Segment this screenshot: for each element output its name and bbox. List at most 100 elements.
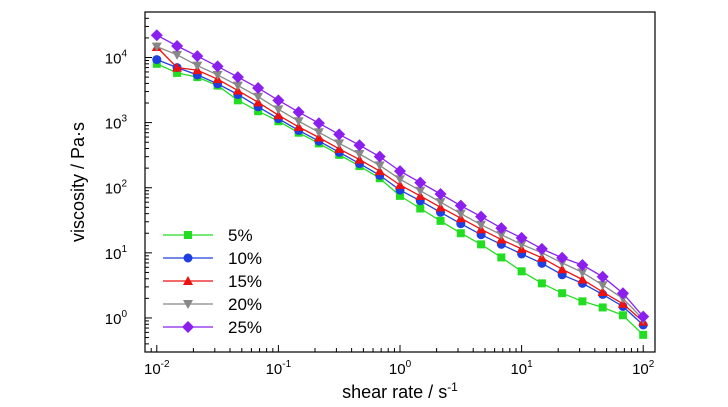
x-tick-label: 101 bbox=[510, 359, 533, 378]
y-tick-label: 101 bbox=[105, 244, 128, 263]
y-tick-label: 104 bbox=[105, 49, 128, 68]
legend-label: 25% bbox=[228, 318, 262, 337]
data-point bbox=[496, 230, 507, 240]
legend-marker bbox=[183, 253, 193, 263]
data-point bbox=[253, 97, 264, 107]
data-point bbox=[596, 270, 609, 283]
data-point bbox=[456, 229, 465, 238]
legend-item: 15% bbox=[163, 272, 262, 291]
legend-item: 10% bbox=[163, 249, 262, 268]
legend-label: 20% bbox=[228, 295, 262, 314]
legend-marker bbox=[184, 231, 192, 239]
data-point bbox=[415, 186, 426, 196]
data-point bbox=[477, 240, 486, 249]
data-point bbox=[598, 303, 607, 312]
data-point bbox=[515, 231, 528, 244]
data-point bbox=[252, 82, 265, 95]
data-point bbox=[537, 279, 546, 288]
legend-marker bbox=[182, 321, 194, 333]
data-point bbox=[394, 165, 406, 178]
y-tick-label: 100 bbox=[105, 309, 128, 328]
data-point bbox=[557, 264, 568, 274]
data-point bbox=[253, 92, 264, 102]
data-point bbox=[172, 62, 183, 72]
data-point bbox=[517, 267, 526, 276]
data-point bbox=[597, 287, 608, 297]
data-point bbox=[334, 143, 345, 153]
data-point bbox=[191, 50, 204, 63]
data-point bbox=[637, 310, 650, 323]
data-point bbox=[516, 240, 527, 250]
data-point bbox=[293, 117, 304, 127]
data-point bbox=[577, 274, 588, 284]
data-point bbox=[497, 253, 506, 262]
data-point bbox=[434, 188, 447, 201]
data-point bbox=[272, 94, 285, 107]
data-point bbox=[556, 251, 569, 264]
y-axis-label: viscosity / Pa·s bbox=[68, 122, 88, 242]
x-tick-label: 10-2 bbox=[144, 359, 170, 378]
data-point bbox=[597, 281, 608, 291]
legend-item: 25% bbox=[163, 318, 262, 337]
data-point bbox=[454, 199, 467, 212]
data-point bbox=[373, 150, 386, 163]
y-tick-label: 103 bbox=[105, 114, 128, 133]
data-point bbox=[172, 50, 183, 60]
data-point bbox=[396, 191, 404, 200]
data-point bbox=[192, 61, 203, 71]
data-point bbox=[152, 55, 162, 65]
data-point bbox=[273, 105, 284, 115]
x-tick-label: 102 bbox=[632, 359, 655, 378]
data-point bbox=[354, 154, 365, 164]
data-point bbox=[233, 96, 242, 105]
data-point bbox=[212, 70, 223, 80]
data-point bbox=[374, 166, 385, 176]
legend-label: 10% bbox=[228, 249, 262, 268]
data-point bbox=[395, 175, 405, 185]
y-tick-label: 102 bbox=[105, 179, 128, 198]
data-point bbox=[616, 287, 629, 300]
data-point bbox=[416, 204, 425, 213]
legend-label: 5% bbox=[228, 226, 253, 245]
y-axis-ticks: 100 101 102 103 104 bbox=[105, 11, 152, 353]
data-point bbox=[211, 60, 224, 73]
series-layer bbox=[150, 29, 650, 339]
data-point bbox=[293, 121, 304, 131]
legend: 5% 10% 15% 20% 25% bbox=[155, 222, 275, 340]
data-point bbox=[273, 110, 284, 120]
data-point bbox=[374, 161, 385, 171]
data-point bbox=[334, 139, 345, 149]
x-axis-ticks: 10-2 10-1 100 101 102 bbox=[144, 345, 655, 378]
data-point bbox=[578, 297, 587, 306]
data-point bbox=[435, 198, 446, 208]
data-point bbox=[395, 180, 405, 190]
data-point bbox=[313, 128, 324, 138]
data-point bbox=[618, 311, 627, 320]
data-point bbox=[151, 42, 162, 52]
data-point bbox=[639, 330, 648, 339]
series-5 bbox=[150, 29, 650, 323]
x-tick-label: 10-1 bbox=[266, 359, 292, 378]
data-point bbox=[312, 117, 325, 130]
data-point bbox=[558, 289, 567, 298]
x-axis-label: shear rate / s-1 bbox=[342, 380, 458, 402]
data-point bbox=[292, 106, 305, 119]
data-point bbox=[333, 128, 346, 141]
data-point bbox=[475, 210, 488, 223]
legend-item: 20% bbox=[163, 295, 262, 314]
data-point bbox=[414, 176, 427, 189]
legend-marker bbox=[183, 276, 193, 285]
data-point bbox=[353, 139, 366, 152]
data-point bbox=[576, 259, 589, 272]
data-point bbox=[436, 216, 445, 225]
data-point bbox=[232, 81, 243, 91]
data-point bbox=[150, 29, 163, 42]
data-point bbox=[171, 40, 184, 53]
x-tick-label: 100 bbox=[389, 359, 412, 378]
legend-marker bbox=[183, 300, 193, 309]
legend-item: 5% bbox=[163, 226, 253, 245]
data-point bbox=[455, 209, 466, 219]
legend-label: 15% bbox=[228, 272, 262, 291]
data-point bbox=[354, 149, 365, 159]
